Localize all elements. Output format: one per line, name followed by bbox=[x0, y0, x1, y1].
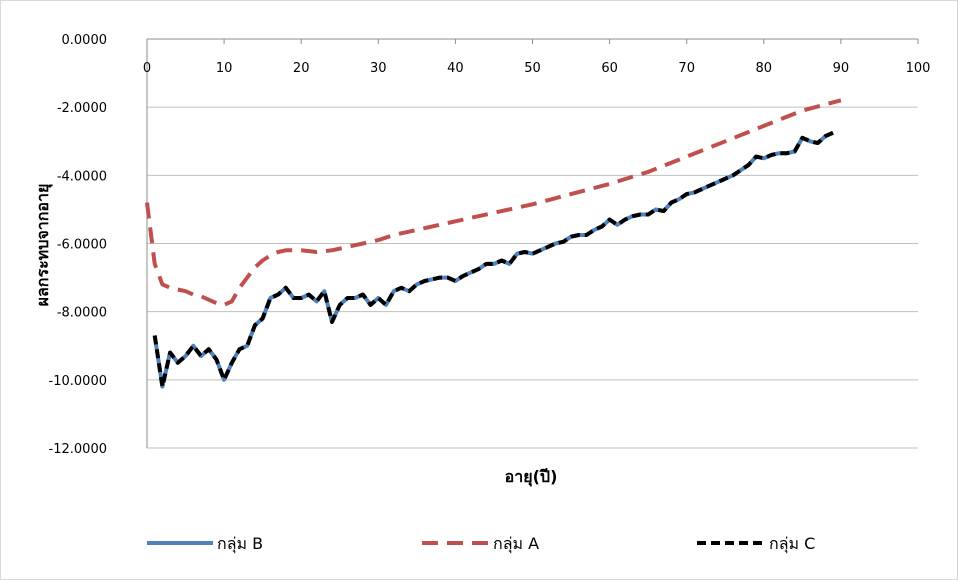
legend-item: กลุ่ม B bbox=[147, 534, 263, 554]
x-tick-label: 60 bbox=[601, 61, 618, 76]
y-tick-label: -10.0000 bbox=[49, 374, 107, 389]
legend-label: กลุ่ม B bbox=[217, 534, 263, 554]
x-tick-label: 0 bbox=[143, 61, 151, 76]
y-tick-label: -4.0000 bbox=[57, 169, 107, 184]
x-tick-label: 100 bbox=[906, 61, 931, 76]
y-tick-label: -6.0000 bbox=[57, 238, 107, 253]
x-tick-label: 20 bbox=[293, 61, 310, 76]
x-tick-label: 80 bbox=[756, 61, 773, 76]
y-tick-label: -12.0000 bbox=[49, 442, 107, 457]
y-tick-label: 0.0000 bbox=[62, 33, 108, 48]
x-tick-label: 10 bbox=[216, 61, 233, 76]
legend: กลุ่ม B กลุ่ม A กลุ่ม C bbox=[147, 534, 815, 554]
y-axis-title: ผลกระทบจากอายุ bbox=[33, 184, 53, 307]
y-tick-label: -8.0000 bbox=[57, 306, 107, 321]
legend-label: กลุ่ม A bbox=[493, 534, 539, 554]
x-tick-label: 90 bbox=[833, 61, 850, 76]
x-axis-title: อายุ(ปี) bbox=[505, 467, 558, 487]
x-tick-label: 50 bbox=[524, 61, 541, 76]
tick-labels: 0.0000 -2.0000 -4.0000 -6.0000 -8.0000 -10.00… bbox=[49, 33, 931, 457]
series-line bbox=[145, 98, 842, 307]
x-tick-label: 70 bbox=[678, 61, 695, 76]
legend-item: กลุ่ม C bbox=[697, 534, 815, 554]
x-tick-label: 40 bbox=[447, 61, 464, 76]
axes bbox=[146, 38, 919, 448]
series-lines bbox=[145, 98, 842, 389]
gridlines bbox=[147, 106, 918, 449]
x-tick-label: 30 bbox=[370, 61, 387, 76]
legend-item: กลุ่ม A bbox=[422, 534, 539, 554]
y-tick-label: -2.0000 bbox=[57, 101, 107, 116]
legend-label: กลุ่ม C bbox=[769, 534, 815, 554]
series-line bbox=[152, 130, 835, 389]
